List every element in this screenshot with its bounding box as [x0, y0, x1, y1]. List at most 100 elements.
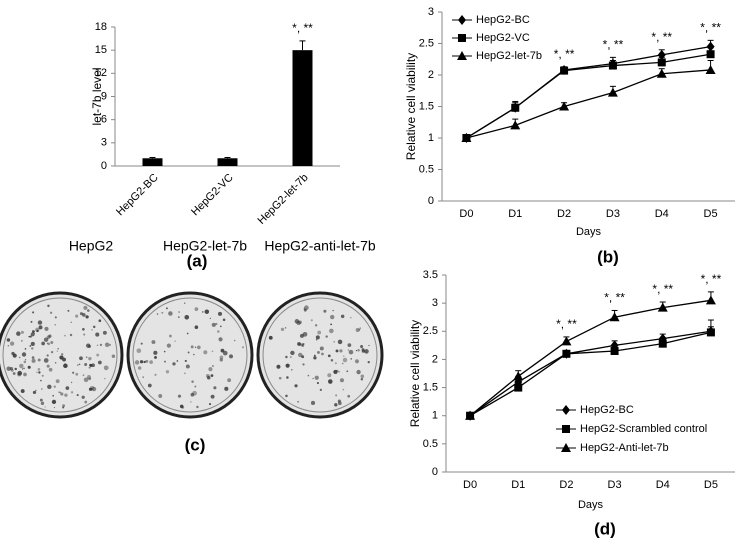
marker — [705, 295, 716, 305]
y-axis-label: Relative cell viability — [408, 320, 422, 427]
colony — [19, 363, 24, 369]
x-tick-label: D3 — [608, 479, 622, 491]
colony — [355, 350, 358, 352]
marker — [706, 328, 715, 337]
colony — [190, 392, 195, 397]
marker — [514, 383, 523, 392]
x-tick-label: D0 — [459, 208, 473, 220]
x-tick-label: D4 — [655, 208, 669, 220]
legend-label: HepG2-let-7b — [476, 50, 542, 62]
marker — [657, 58, 666, 67]
y-tick-label: 1.5 — [419, 100, 434, 112]
marker — [658, 339, 667, 348]
y-tick-label: 15 — [95, 44, 107, 56]
colony — [17, 370, 23, 376]
colony — [181, 406, 185, 409]
colony — [335, 394, 338, 397]
colony — [161, 311, 164, 314]
significance-label: *, ** — [603, 38, 624, 52]
colony — [41, 388, 43, 390]
colony — [36, 371, 38, 373]
colony — [314, 324, 318, 327]
colony — [58, 391, 60, 393]
colony — [36, 329, 39, 333]
colony — [290, 356, 292, 358]
colony — [32, 311, 35, 314]
colony — [172, 362, 176, 366]
x-tick-label: D2 — [559, 479, 573, 491]
dish-label: HepG2-let-7b — [163, 238, 247, 254]
series-line — [469, 330, 712, 417]
colony — [82, 374, 85, 376]
colony — [62, 406, 65, 409]
colony — [184, 359, 187, 363]
colony — [219, 325, 222, 328]
colony — [47, 384, 52, 390]
colony — [154, 373, 157, 376]
y-tick-label: 1 — [428, 132, 434, 144]
colony — [43, 358, 49, 363]
colony — [76, 364, 79, 366]
colony — [16, 331, 21, 336]
colony — [194, 346, 197, 348]
colony — [165, 307, 168, 310]
colony — [30, 320, 33, 323]
colony — [276, 364, 281, 369]
colony — [65, 386, 70, 390]
colony — [48, 367, 53, 372]
colony — [190, 401, 192, 403]
colony — [153, 350, 158, 355]
marker — [511, 103, 520, 112]
colony — [325, 335, 328, 338]
colony — [178, 311, 180, 313]
colony — [56, 350, 58, 352]
colony — [102, 330, 107, 335]
panel-caption: (a) — [187, 251, 208, 270]
colony — [217, 311, 223, 316]
colony — [334, 403, 338, 407]
colony — [37, 358, 41, 362]
colony — [7, 345, 10, 347]
dish-label: HepG2-anti-let-7b — [264, 238, 375, 254]
marker — [607, 87, 618, 97]
colony — [339, 378, 344, 383]
colony — [44, 326, 49, 331]
colony — [163, 360, 166, 363]
colony — [62, 357, 67, 362]
colony — [103, 365, 109, 371]
bar — [292, 50, 313, 166]
colony — [82, 327, 85, 331]
legend-label: HepG2-VC — [476, 32, 530, 44]
colony — [220, 348, 225, 353]
colony — [348, 349, 354, 355]
y-tick-label: 9 — [101, 90, 107, 102]
colony — [315, 339, 318, 341]
colony — [84, 363, 88, 367]
colony — [12, 372, 16, 375]
colony — [92, 325, 96, 329]
dish-rim — [262, 297, 378, 413]
colony — [360, 378, 364, 381]
colony — [211, 350, 214, 353]
x-tick-label: HepG2-BC — [114, 172, 161, 219]
colony — [61, 353, 64, 356]
colony — [87, 309, 90, 312]
colony — [76, 394, 79, 397]
colony — [99, 343, 103, 347]
colony — [212, 365, 214, 367]
y-tick-label: 0.5 — [423, 438, 438, 450]
bar — [217, 158, 238, 166]
colony — [86, 343, 91, 348]
x-tick-label: D5 — [704, 479, 718, 491]
colony — [310, 400, 316, 406]
colony — [323, 309, 327, 313]
panel-caption: (b) — [597, 247, 619, 266]
colony — [241, 346, 245, 349]
colony — [317, 350, 320, 354]
colony — [229, 354, 234, 359]
colony — [298, 320, 302, 324]
y-tick-label: 0.5 — [419, 163, 434, 175]
colony — [332, 309, 334, 312]
colony — [43, 337, 49, 342]
x-tick-label: D0 — [463, 479, 477, 491]
